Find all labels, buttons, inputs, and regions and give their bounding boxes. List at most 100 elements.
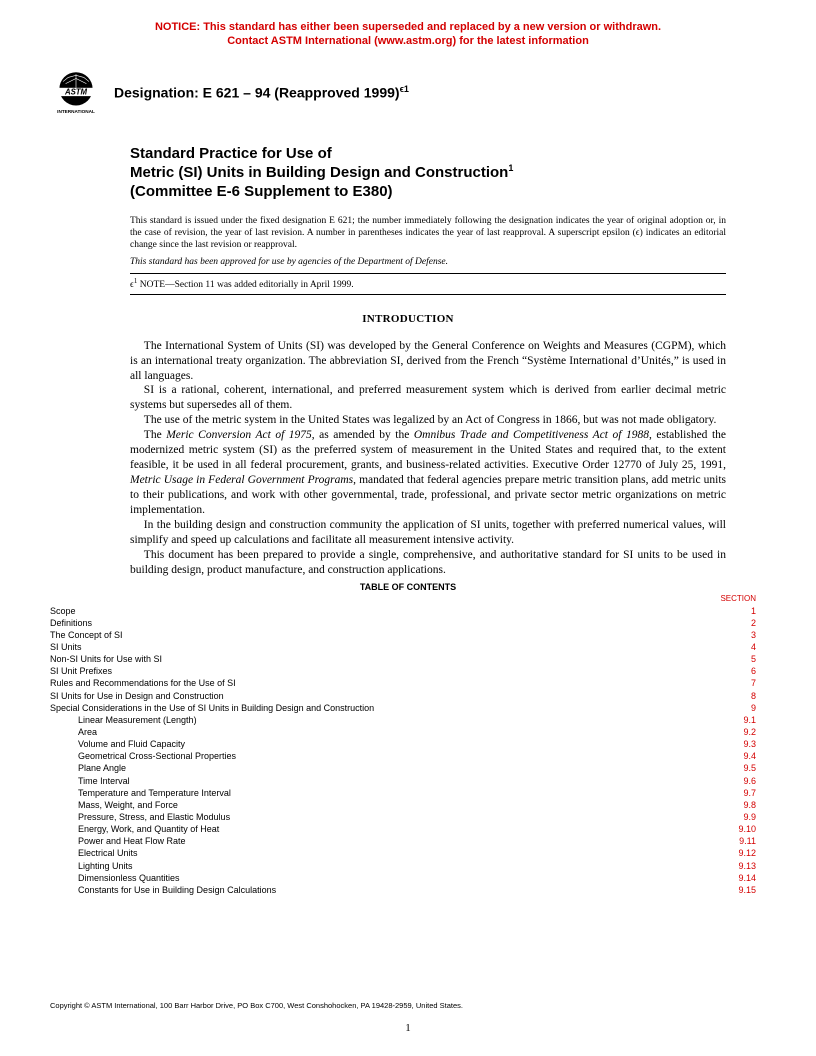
note-label: NOTE xyxy=(137,281,165,291)
toc-row: Non-SI Units for Use with SI 5 xyxy=(50,653,766,665)
page-number: 1 xyxy=(0,1022,816,1034)
toc-row: Definitions 2 xyxy=(50,617,766,629)
toc-section-number: 9.3 xyxy=(743,738,756,750)
toc-section-number: 9.2 xyxy=(743,726,756,738)
intro-p3: The use of the metric system in the Unit… xyxy=(130,413,726,428)
toc-section-number: 9.5 xyxy=(743,762,756,774)
toc-label: Volume and Fluid Capacity xyxy=(50,738,185,750)
notice-banner: NOTICE: This standard has either been su… xyxy=(50,20,766,49)
toc-row: Plane Angle 9.5 xyxy=(50,762,766,774)
toc-row: Temperature and Temperature Interval 9.7 xyxy=(50,787,766,799)
designation: Designation: E 621 – 94 (Reapproved 1999… xyxy=(114,84,409,101)
toc-section-number: 9.11 xyxy=(739,835,756,847)
toc-section-label: SECTION xyxy=(50,594,756,603)
toc-row: Volume and Fluid Capacity 9.3 xyxy=(50,738,766,750)
toc-label: Mass, Weight, and Force xyxy=(50,799,178,811)
toc-heading: TABLE OF CONTENTS xyxy=(50,582,766,592)
title-line2: Metric (SI) Units in Building Design and… xyxy=(130,164,508,181)
toc-label: SI Unit Prefixes xyxy=(50,665,112,677)
toc-row: Rules and Recommendations for the Use of… xyxy=(50,677,766,689)
notice-line1: NOTICE: This standard has either been su… xyxy=(155,21,661,33)
toc-row: Area 9.2 xyxy=(50,726,766,738)
toc-section-number: 9.12 xyxy=(738,847,756,859)
toc-section-number: 1 xyxy=(751,605,756,617)
toc-section-number: 9.13 xyxy=(738,860,756,872)
toc-section-number: 3 xyxy=(751,629,756,641)
toc-label: Energy, Work, and Quantity of Heat xyxy=(50,823,219,835)
editorial-note: ϵ1 NOTE—Section 11 was added editorially… xyxy=(130,273,726,294)
toc-label: Constants for Use in Building Design Cal… xyxy=(50,884,276,896)
introduction-body: The International System of Units (SI) w… xyxy=(130,339,726,578)
toc-label: SI Units xyxy=(50,641,82,653)
toc-row: SI Unit Prefixes 6 xyxy=(50,665,766,677)
toc-label: Linear Measurement (Length) xyxy=(50,714,197,726)
designation-code: E 621 – 94 (Reapproved 1999) xyxy=(203,85,400,101)
intro-p5: In the building design and construction … xyxy=(130,518,726,548)
toc-section-number: 7 xyxy=(751,677,756,689)
intro-p6: This document has been prepared to provi… xyxy=(130,548,726,578)
toc-row: Linear Measurement (Length) 9.1 xyxy=(50,714,766,726)
intro-p1: The International System of Units (SI) w… xyxy=(130,339,726,384)
toc-row: Scope 1 xyxy=(50,605,766,617)
toc-row: Special Considerations in the Use of SI … xyxy=(50,702,766,714)
intro-p2: SI is a rational, coherent, internationa… xyxy=(130,383,726,413)
toc-row: Electrical Units 9.12 xyxy=(50,847,766,859)
toc-label: Power and Heat Flow Rate xyxy=(50,835,186,847)
toc-label: Pressure, Stress, and Elastic Modulus xyxy=(50,811,230,823)
toc-label: Geometrical Cross-Sectional Properties xyxy=(50,750,236,762)
toc-label: The Concept of SI xyxy=(50,629,123,641)
toc-row: Mass, Weight, and Force9.8 xyxy=(50,799,766,811)
designation-epsilon: ϵ1 xyxy=(400,84,409,94)
toc-row: Power and Heat Flow Rate 9.11 xyxy=(50,835,766,847)
intro-p4: The Meric Conversion Act of 1975, as ame… xyxy=(130,428,726,518)
dod-approval: This standard has been approved for use … xyxy=(130,257,726,267)
title-block: Standard Practice for Use of Metric (SI)… xyxy=(130,145,726,202)
toc-label: Rules and Recommendations for the Use of… xyxy=(50,677,236,689)
toc-section-number: 2 xyxy=(751,617,756,629)
toc-section-number: 9.9 xyxy=(743,811,756,823)
svg-text:INTERNATIONAL: INTERNATIONAL xyxy=(57,108,95,113)
toc-section-number: 5 xyxy=(751,653,756,665)
toc-label: Temperature and Temperature Interval xyxy=(50,787,231,799)
note-text: —Section 11 was added editorially in Apr… xyxy=(165,281,354,291)
toc-section-number: 9 xyxy=(751,702,756,714)
toc-label: Area xyxy=(50,726,97,738)
toc-row: The Concept of SI 3 xyxy=(50,629,766,641)
toc-label: SI Units for Use in Design and Construct… xyxy=(50,690,224,702)
toc-label: Lighting Units xyxy=(50,860,133,872)
toc-row: Geometrical Cross-Sectional Properties9.… xyxy=(50,750,766,762)
toc-section-number: 9.6 xyxy=(743,775,756,787)
toc-section-number: 9.15 xyxy=(738,884,756,896)
issuance-note: This standard is issued under the fixed … xyxy=(130,216,726,252)
toc-label: Special Considerations in the Use of SI … xyxy=(50,702,374,714)
toc-row: SI Units for Use in Design and Construct… xyxy=(50,690,766,702)
svg-text:ASTM: ASTM xyxy=(64,87,88,96)
copyright-notice: Copyright © ASTM International, 100 Barr… xyxy=(50,1001,766,1010)
table-of-contents: Scope1Definitions2The Concept of SI3SI U… xyxy=(50,605,766,896)
toc-label: Dimensionless Quantities xyxy=(50,872,180,884)
toc-label: Scope xyxy=(50,605,76,617)
toc-section-number: 6 xyxy=(751,665,756,677)
designation-prefix: Designation: xyxy=(114,85,203,101)
toc-label: Non-SI Units for Use with SI xyxy=(50,653,162,665)
toc-row: Time Interval 9.6 xyxy=(50,775,766,787)
toc-label: Time Interval xyxy=(50,775,130,787)
title-footnote: 1 xyxy=(508,163,513,173)
toc-section-number: 9.10 xyxy=(738,823,756,835)
toc-label: Plane Angle xyxy=(50,762,126,774)
toc-section-number: 9.14 xyxy=(738,872,756,884)
toc-row: Energy, Work, and Quantity of Heat 9.10 xyxy=(50,823,766,835)
toc-section-number: 9.7 xyxy=(743,787,756,799)
toc-section-number: 9.1 xyxy=(743,714,756,726)
astm-logo: ASTM INTERNATIONAL xyxy=(50,67,102,119)
toc-label: Electrical Units xyxy=(50,847,138,859)
document-title: Standard Practice for Use of Metric (SI)… xyxy=(130,145,726,202)
header-row: ASTM INTERNATIONAL Designation: E 621 – … xyxy=(50,67,766,119)
toc-row: Constants for Use in Building Design Cal… xyxy=(50,884,766,896)
title-line3: (Committee E-6 Supplement to E380) xyxy=(130,183,393,200)
toc-label: Definitions xyxy=(50,617,92,629)
toc-row: SI Units 4 xyxy=(50,641,766,653)
toc-section-number: 4 xyxy=(751,641,756,653)
introduction-heading: INTRODUCTION xyxy=(50,313,766,325)
toc-section-number: 8 xyxy=(751,690,756,702)
